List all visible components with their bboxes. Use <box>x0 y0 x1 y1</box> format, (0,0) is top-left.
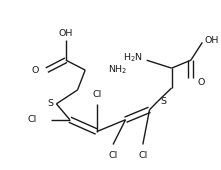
Text: Cl: Cl <box>92 90 101 99</box>
Text: S: S <box>160 97 166 106</box>
Text: S: S <box>48 99 53 108</box>
Text: OH: OH <box>204 36 219 45</box>
Text: Cl: Cl <box>28 115 37 124</box>
Text: Cl: Cl <box>138 151 147 160</box>
Text: O: O <box>198 78 205 87</box>
Text: O: O <box>32 66 39 75</box>
Text: H$_2$N: H$_2$N <box>123 52 143 64</box>
Text: NH$_2$: NH$_2$ <box>108 64 128 76</box>
Text: Cl: Cl <box>109 151 118 160</box>
Text: OH: OH <box>59 29 73 38</box>
